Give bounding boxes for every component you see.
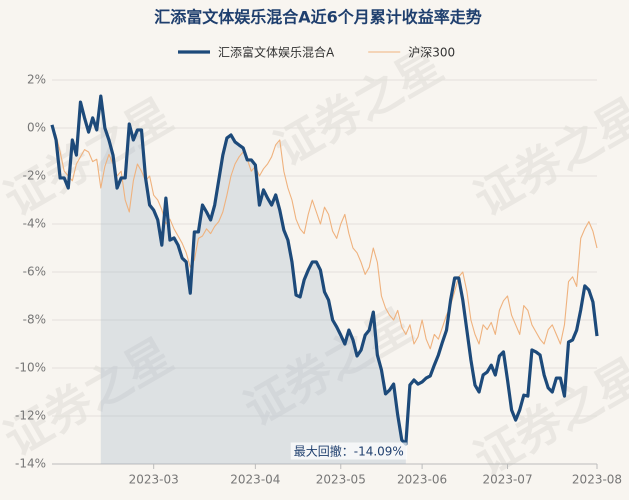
- y-tick-label: 2%: [27, 73, 46, 87]
- x-tick-label: 2023-06: [397, 473, 447, 487]
- y-tick-label: -6%: [23, 265, 46, 279]
- y-tick-label: -14%: [15, 457, 46, 471]
- y-tick-label: -10%: [15, 361, 46, 375]
- y-tick-label: -2%: [23, 169, 46, 183]
- annotation-bg: [290, 442, 407, 460]
- legend: 汇添富文体娱乐混合A 沪深300: [178, 45, 455, 60]
- x-tick-label: 2023-04: [230, 473, 280, 487]
- y-tick-label: -12%: [15, 409, 46, 423]
- legend-label: 沪深300: [408, 46, 455, 60]
- series-line: [50, 94, 599, 446]
- y-tick-label: -4%: [23, 217, 46, 231]
- chart-title: 汇添富文体娱乐混合A近6个月累计收益率走势: [154, 8, 482, 27]
- x-tick-label: 2023-08: [572, 473, 622, 487]
- legend-label: 汇添富文体娱乐混合A: [218, 45, 335, 60]
- y-tick-label: -8%: [23, 313, 46, 327]
- x-tick-label: 2023-03: [129, 473, 179, 487]
- y-tick-label: 0%: [27, 121, 46, 135]
- x-tick-label: 2023-07: [482, 473, 532, 487]
- annotation: 最大回撤：-14.09%: [294, 444, 404, 459]
- series-line: [51, 127, 598, 350]
- drawdown-shade: [100, 96, 406, 464]
- x-tick-label: 2023-05: [316, 473, 366, 487]
